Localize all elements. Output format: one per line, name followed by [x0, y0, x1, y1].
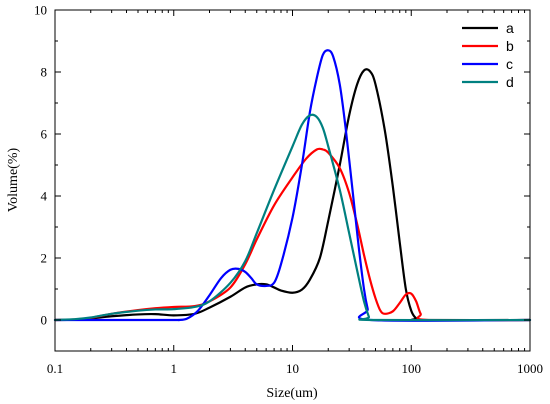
- legend-label-b: b: [506, 38, 514, 54]
- legend-label-d: d: [506, 74, 514, 90]
- legend-label-c: c: [506, 56, 513, 72]
- y-tick-label: 0: [41, 313, 48, 328]
- series-line-c: [53, 49, 532, 322]
- y-tick-label: 8: [41, 65, 48, 80]
- y-tick-label: 6: [41, 127, 48, 142]
- x-tick-label: 1: [171, 361, 178, 376]
- plot-frame: [54, 9, 531, 352]
- ticks-layer: 0.1 1 10 100 1000 0 2 4 6 8 10: [34, 3, 543, 377]
- series-line-d: [53, 113, 532, 322]
- x-tick-label: 10: [286, 361, 299, 376]
- y-axis-title: Volume(%): [6, 148, 21, 213]
- x-tick-label: 100: [402, 361, 422, 376]
- legend-label-a: a: [506, 20, 514, 36]
- series-line-b: [53, 147, 532, 322]
- x-tick-label: 1000: [517, 361, 543, 376]
- series-layer: [53, 49, 532, 322]
- y-tick-label: 2: [41, 251, 48, 266]
- x-axis-title: Size(um): [266, 386, 318, 401]
- x-tick-label: 0.1: [47, 361, 63, 376]
- series-line-a: [53, 68, 532, 322]
- y-tick-label: 4: [41, 189, 48, 204]
- y-tick-label: 10: [34, 3, 47, 18]
